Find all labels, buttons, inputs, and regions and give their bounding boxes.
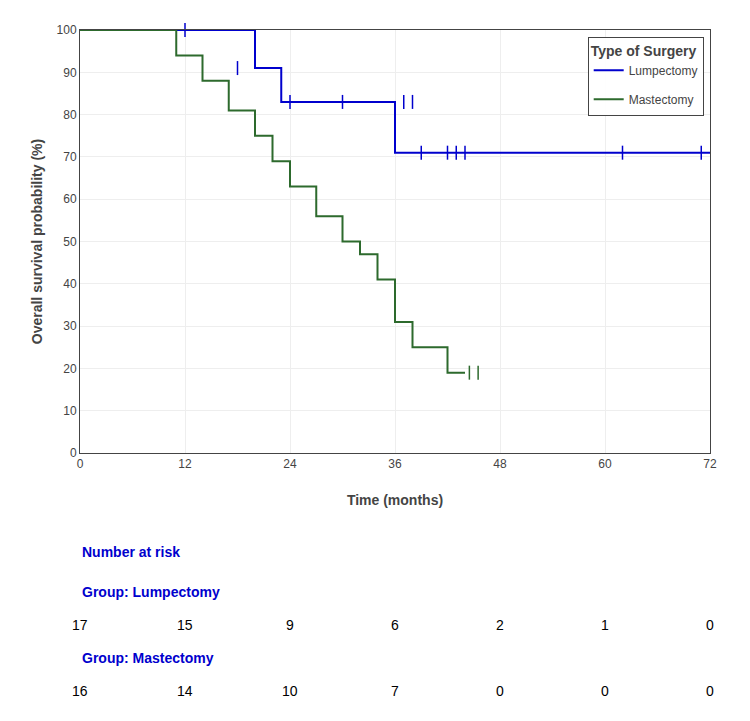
svg-text:30: 30 [63,319,77,333]
svg-text:Mastectomy: Mastectomy [629,93,694,107]
svg-text:15: 15 [177,617,193,633]
svg-text:Overall survival probability (: Overall survival probability (%) [29,139,45,344]
svg-text:80: 80 [63,108,77,122]
svg-text:Group: Lumpectomy: Group: Lumpectomy [82,584,220,600]
svg-text:72: 72 [703,457,717,471]
svg-text:12: 12 [178,457,192,471]
svg-text:40: 40 [63,277,77,291]
svg-text:7: 7 [391,683,399,699]
svg-text:90: 90 [63,66,77,80]
svg-text:Type of Surgery: Type of Surgery [591,43,697,59]
svg-text:48: 48 [493,457,507,471]
svg-text:70: 70 [63,150,77,164]
svg-text:0: 0 [496,683,504,699]
svg-text:0: 0 [601,683,609,699]
svg-text:50: 50 [63,235,77,249]
svg-text:17: 17 [72,617,88,633]
svg-text:Lumpectomy: Lumpectomy [629,64,698,78]
svg-text:10: 10 [63,404,77,418]
svg-text:0: 0 [70,446,77,460]
svg-text:10: 10 [282,683,298,699]
svg-text:0: 0 [77,457,84,471]
svg-text:60: 60 [63,192,77,206]
svg-text:0: 0 [706,617,714,633]
svg-text:2: 2 [496,617,504,633]
svg-text:Time (months): Time (months) [347,492,443,508]
svg-text:6: 6 [391,617,399,633]
svg-text:16: 16 [72,683,88,699]
svg-text:Number at risk: Number at risk [82,544,180,560]
svg-text:14: 14 [177,683,193,699]
svg-text:Group: Mastectomy: Group: Mastectomy [82,650,214,666]
svg-text:36: 36 [388,457,402,471]
svg-text:100: 100 [57,23,77,37]
svg-text:9: 9 [286,617,294,633]
svg-text:20: 20 [63,362,77,376]
svg-text:0: 0 [706,683,714,699]
svg-text:24: 24 [283,457,297,471]
svg-text:60: 60 [598,457,612,471]
svg-text:1: 1 [601,617,609,633]
